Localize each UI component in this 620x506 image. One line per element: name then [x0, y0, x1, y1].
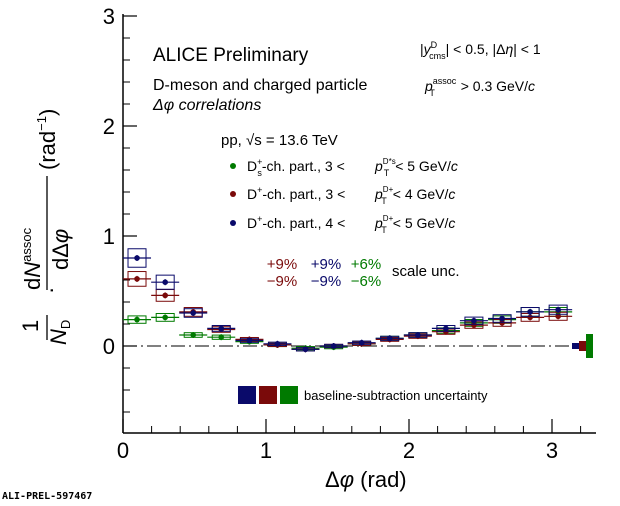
data-point [190, 310, 197, 316]
data-point [190, 332, 197, 338]
y-tick-label: 1 [103, 224, 115, 249]
series-1 [123, 271, 573, 353]
x-axis-label: Δφ (rad) [325, 467, 407, 492]
data-point [527, 314, 533, 321]
legend-entry: D+ s-ch. part., 3 < pD*s T < 5 GeV/c [230, 157, 458, 178]
scale-unc-lower: −6% [351, 273, 381, 290]
legend-marker [230, 163, 236, 169]
data-point [302, 346, 309, 353]
data-marks [123, 248, 573, 353]
data-point [162, 314, 168, 321]
baseline-uncertainty-box [586, 334, 593, 358]
x-tick-label: 0 [117, 438, 129, 463]
legend-marker [230, 191, 236, 197]
collision-system-label: pp, √s = 13.6 TeV [221, 132, 338, 149]
legend-pt-label: pD*s T < 5 GeV/c [374, 157, 458, 178]
legend-marker [230, 220, 236, 226]
legend-label: D+-ch. part., 4 < [247, 214, 345, 231]
scale-unc-upper: +6% [351, 256, 381, 273]
svg-text:1: 1 [18, 320, 43, 332]
data-point [134, 255, 140, 261]
legend: D+ s-ch. part., 3 < pD*s T < 5 GeV/c D+-ch. p… [230, 157, 458, 235]
data-point [415, 332, 421, 338]
data-point [246, 337, 253, 344]
data-point [134, 316, 140, 323]
svg-text:dΔφ: dΔφ [48, 229, 73, 270]
y-axis-label: 1 ND · dNassoc dΔφ (rad−1) [18, 109, 73, 345]
scale-unc-upper: +9% [311, 256, 341, 273]
y-tick-label: 0 [103, 334, 115, 359]
data-point [358, 339, 365, 346]
scale-unc-lower: −9% [311, 273, 341, 290]
scale-unc-lower: −9% [267, 273, 297, 290]
baseline-uncertainty-box [579, 341, 586, 351]
scale-unc-upper: +9% [267, 256, 297, 273]
data-point [218, 334, 225, 341]
rapidity-cut-label: |yD cms| < 0.5, |Δη| < 1 [420, 40, 541, 61]
data-point [330, 343, 337, 349]
baseline-swatch [259, 386, 277, 404]
data-point [443, 325, 449, 332]
legend-pt-label: pD+ T < 5 GeV/c [374, 214, 455, 235]
data-point [218, 325, 225, 332]
preliminary-tag: ALI-PREL-597467 [2, 491, 92, 502]
scale-unc-label: scale unc. [392, 263, 460, 280]
legend-entry: D+-ch. part., 4 < pD+ T < 5 GeV/c [230, 214, 455, 235]
x-tick-label: 2 [403, 438, 415, 463]
svg-text:ND: ND [46, 320, 73, 345]
chart-subtitle-line-2: Δφ correlations [152, 97, 261, 114]
baseline-uncertainty-box [572, 343, 579, 349]
baseline-swatch [280, 386, 298, 404]
series-0 [123, 307, 573, 352]
series-2 [123, 248, 573, 353]
chart-subtitle-line-1: D-meson and charged particle [153, 77, 367, 94]
x-tick-label: 1 [260, 438, 272, 463]
legend-label: D+-ch. part., 3 < [247, 185, 345, 202]
baseline-swatch [238, 386, 256, 404]
data-point [555, 313, 561, 320]
axis-ticks: 0 1 2 3 0 1 2 3 [103, 4, 582, 463]
baseline-label: baseline-subtraction uncertainty [304, 388, 488, 403]
data-point [527, 309, 533, 315]
data-point [499, 320, 505, 326]
pt-assoc-cut-label: passoc T > 0.3 GeV/c [424, 76, 535, 98]
data-point [162, 279, 168, 286]
legend-pt-label: pD+ T < 4 GeV/c [374, 185, 455, 206]
data-point [386, 335, 393, 342]
data-point [471, 322, 477, 328]
legend-entry: D+-ch. part., 3 < pD+ T < 4 GeV/c [230, 185, 455, 206]
y-tick-label: 2 [103, 114, 115, 139]
svg-text:·: · [38, 287, 63, 294]
y-tick-label: 3 [103, 4, 115, 29]
x-tick-label: 3 [546, 438, 558, 463]
chart-title: ALICE Preliminary [153, 45, 309, 66]
data-point [471, 317, 477, 324]
legend-label: D+ s-ch. part., 3 < [247, 157, 345, 178]
data-point [134, 276, 140, 282]
data-point [499, 315, 505, 322]
data-point [555, 306, 561, 313]
rapidity-cut-y: | [420, 41, 424, 57]
svg-text:dNassoc: dNassoc [19, 227, 45, 290]
scale-uncertainty-annotation: +9%−9%+9%−9%+6%−6%scale unc. [267, 256, 460, 290]
baseline-uncertainty-legend: baseline-subtraction uncertainty [238, 334, 593, 404]
svg-text:(rad−1): (rad−1) [34, 109, 60, 170]
data-point [162, 292, 168, 299]
data-point [274, 341, 281, 347]
plot-frame [122, 14, 596, 434]
